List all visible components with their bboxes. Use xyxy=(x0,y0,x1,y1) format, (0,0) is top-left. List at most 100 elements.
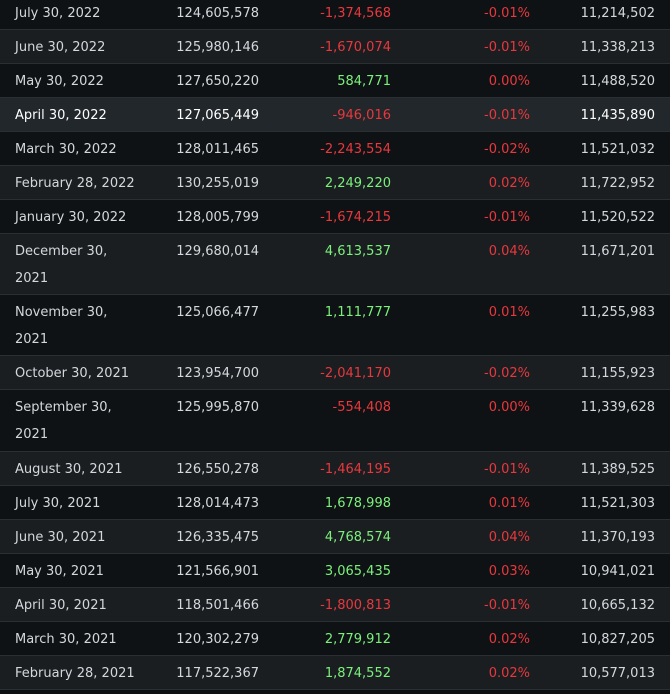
row-percent-change: -0.02% xyxy=(484,142,530,157)
row-percent-change: 0.04% xyxy=(488,530,530,545)
row-date: July 30, 2022 xyxy=(15,6,101,21)
row-date: February 28, 2022 xyxy=(15,176,135,191)
row-change: -2,041,170 xyxy=(320,366,391,381)
row-shares: 128,011,465 xyxy=(176,142,259,157)
table-row: July 30, 2022 124,605,578 -1,374,568 -0.01%… xyxy=(0,0,670,30)
row-value: 11,671,201 xyxy=(580,244,655,259)
row-percent-change: 0.01% xyxy=(488,305,530,320)
row-shares: 127,065,449 xyxy=(176,108,259,123)
table-row: March 30, 2021 120,302,279 2,779,912 0.02% 1… xyxy=(0,622,670,656)
row-percent-change: 0.02% xyxy=(488,176,530,191)
row-change: 3,065,435 xyxy=(324,564,391,579)
row-date: May 30, 2022 xyxy=(15,74,104,89)
row-change: -1,800,813 xyxy=(320,598,391,613)
row-change: -1,674,215 xyxy=(320,210,391,225)
row-percent-change: -0.01% xyxy=(484,40,530,55)
row-value: 11,255,983 xyxy=(580,305,655,320)
row-date: January 30, 2022 xyxy=(15,210,127,225)
row-shares: 120,302,279 xyxy=(176,632,259,647)
table-row: December 30, 2021 129,680,014 4,613,537 0.0… xyxy=(0,234,670,295)
row-shares: 126,335,475 xyxy=(176,530,259,545)
row-value: 11,488,520 xyxy=(580,74,655,89)
row-value: 11,389,525 xyxy=(580,462,655,477)
row-change: 4,768,574 xyxy=(324,530,391,545)
table-row: May 30, 2022 127,650,220 584,771 0.00% 11,48… xyxy=(0,64,670,98)
row-date: September 30, 2021 xyxy=(15,400,112,442)
row-value: 10,665,132 xyxy=(580,598,655,613)
row-value: 11,339,628 xyxy=(580,400,655,415)
row-change: 1,874,552 xyxy=(324,666,391,681)
table-row: November 30, 2021 125,066,477 1,111,777 0.0… xyxy=(0,295,670,356)
row-change: 584,771 xyxy=(337,74,391,89)
row-shares: 121,566,901 xyxy=(176,564,259,579)
row-percent-change: 0.00% xyxy=(488,400,530,415)
row-change: 1,678,998 xyxy=(324,496,391,511)
row-value: 10,577,013 xyxy=(580,666,655,681)
row-value: 11,520,522 xyxy=(580,210,655,225)
row-date: October 30, 2021 xyxy=(15,366,130,381)
row-change: 2,779,912 xyxy=(324,632,391,647)
row-value: 11,338,213 xyxy=(580,40,655,55)
row-percent-change: -0.01% xyxy=(484,462,530,477)
row-date: June 30, 2022 xyxy=(15,40,106,55)
row-date: March 30, 2022 xyxy=(15,142,117,157)
row-shares: 125,980,146 xyxy=(176,40,259,55)
table-row: September 30, 2021 125,995,870 -554,408 0.0… xyxy=(0,390,670,452)
row-value: 11,214,502 xyxy=(580,6,655,21)
row-shares: 126,550,278 xyxy=(176,462,259,477)
row-date: June 30, 2021 xyxy=(15,530,106,545)
table-row: March 30, 2022 128,011,465 -2,243,554 -0.02… xyxy=(0,132,670,166)
row-value: 10,941,021 xyxy=(580,564,655,579)
row-shares: 125,995,870 xyxy=(176,400,259,415)
row-shares: 118,501,466 xyxy=(176,598,259,613)
table-row: April 30, 2022 127,065,449 -946,016 -0.01% 1… xyxy=(0,98,670,132)
row-value: 11,370,193 xyxy=(580,530,655,545)
row-percent-change: -0.01% xyxy=(484,210,530,225)
row-change: 2,249,220 xyxy=(324,176,391,191)
row-percent-change: 0.03% xyxy=(488,564,530,579)
row-change: -554,408 xyxy=(332,400,391,415)
row-value: 10,827,205 xyxy=(580,632,655,647)
row-percent-change: -0.01% xyxy=(484,6,530,21)
row-shares: 129,680,014 xyxy=(176,244,259,259)
row-percent-change: 0.00% xyxy=(488,74,530,89)
row-value: 11,155,923 xyxy=(580,366,655,381)
table-row: August 30, 2021 126,550,278 -1,464,195 -0.0… xyxy=(0,452,670,486)
row-shares: 117,522,367 xyxy=(176,666,259,681)
row-date: August 30, 2021 xyxy=(15,462,123,477)
table-row: April 30, 2021 118,501,466 -1,800,813 -0.01… xyxy=(0,588,670,622)
row-shares: 127,650,220 xyxy=(176,74,259,89)
row-change: -1,670,074 xyxy=(320,40,391,55)
row-date: December 30, 2021 xyxy=(15,244,108,286)
row-value: 11,521,303 xyxy=(580,496,655,511)
row-percent-change: 0.02% xyxy=(488,632,530,647)
row-percent-change: 0.01% xyxy=(488,496,530,511)
row-date: July 30, 2021 xyxy=(15,496,101,511)
row-percent-change: 0.04% xyxy=(488,244,530,259)
row-change: 4,613,537 xyxy=(324,244,391,259)
row-change: -946,016 xyxy=(332,108,391,123)
row-date: May 30, 2021 xyxy=(15,564,104,579)
table-row: January 30, 2022 128,005,799 -1,674,215 -0.… xyxy=(0,200,670,234)
row-shares: 124,605,578 xyxy=(176,6,259,21)
row-shares: 123,954,700 xyxy=(176,366,259,381)
table-row: February 28, 2022 130,255,019 2,249,220 0.0… xyxy=(0,166,670,200)
row-percent-change: 0.02% xyxy=(488,666,530,681)
row-percent-change: -0.01% xyxy=(484,598,530,613)
row-date: November 30, 2021 xyxy=(15,305,108,347)
row-percent-change: -0.02% xyxy=(484,366,530,381)
row-date: March 30, 2021 xyxy=(15,632,117,647)
row-change: -1,464,195 xyxy=(320,462,391,477)
row-date: April 30, 2022 xyxy=(15,108,107,123)
row-change: -1,374,568 xyxy=(320,6,391,21)
row-date: February 28, 2021 xyxy=(15,666,135,681)
table-row: July 30, 2021 128,014,473 1,678,998 0.01% 11… xyxy=(0,486,670,520)
row-shares: 128,014,473 xyxy=(176,496,259,511)
row-value: 11,722,952 xyxy=(580,176,655,191)
row-shares: 130,255,019 xyxy=(176,176,259,191)
row-change: -2,243,554 xyxy=(320,142,391,157)
row-value: 11,435,890 xyxy=(580,108,655,123)
table-row: June 30, 2022 125,980,146 -1,670,074 -0.01%… xyxy=(0,30,670,64)
